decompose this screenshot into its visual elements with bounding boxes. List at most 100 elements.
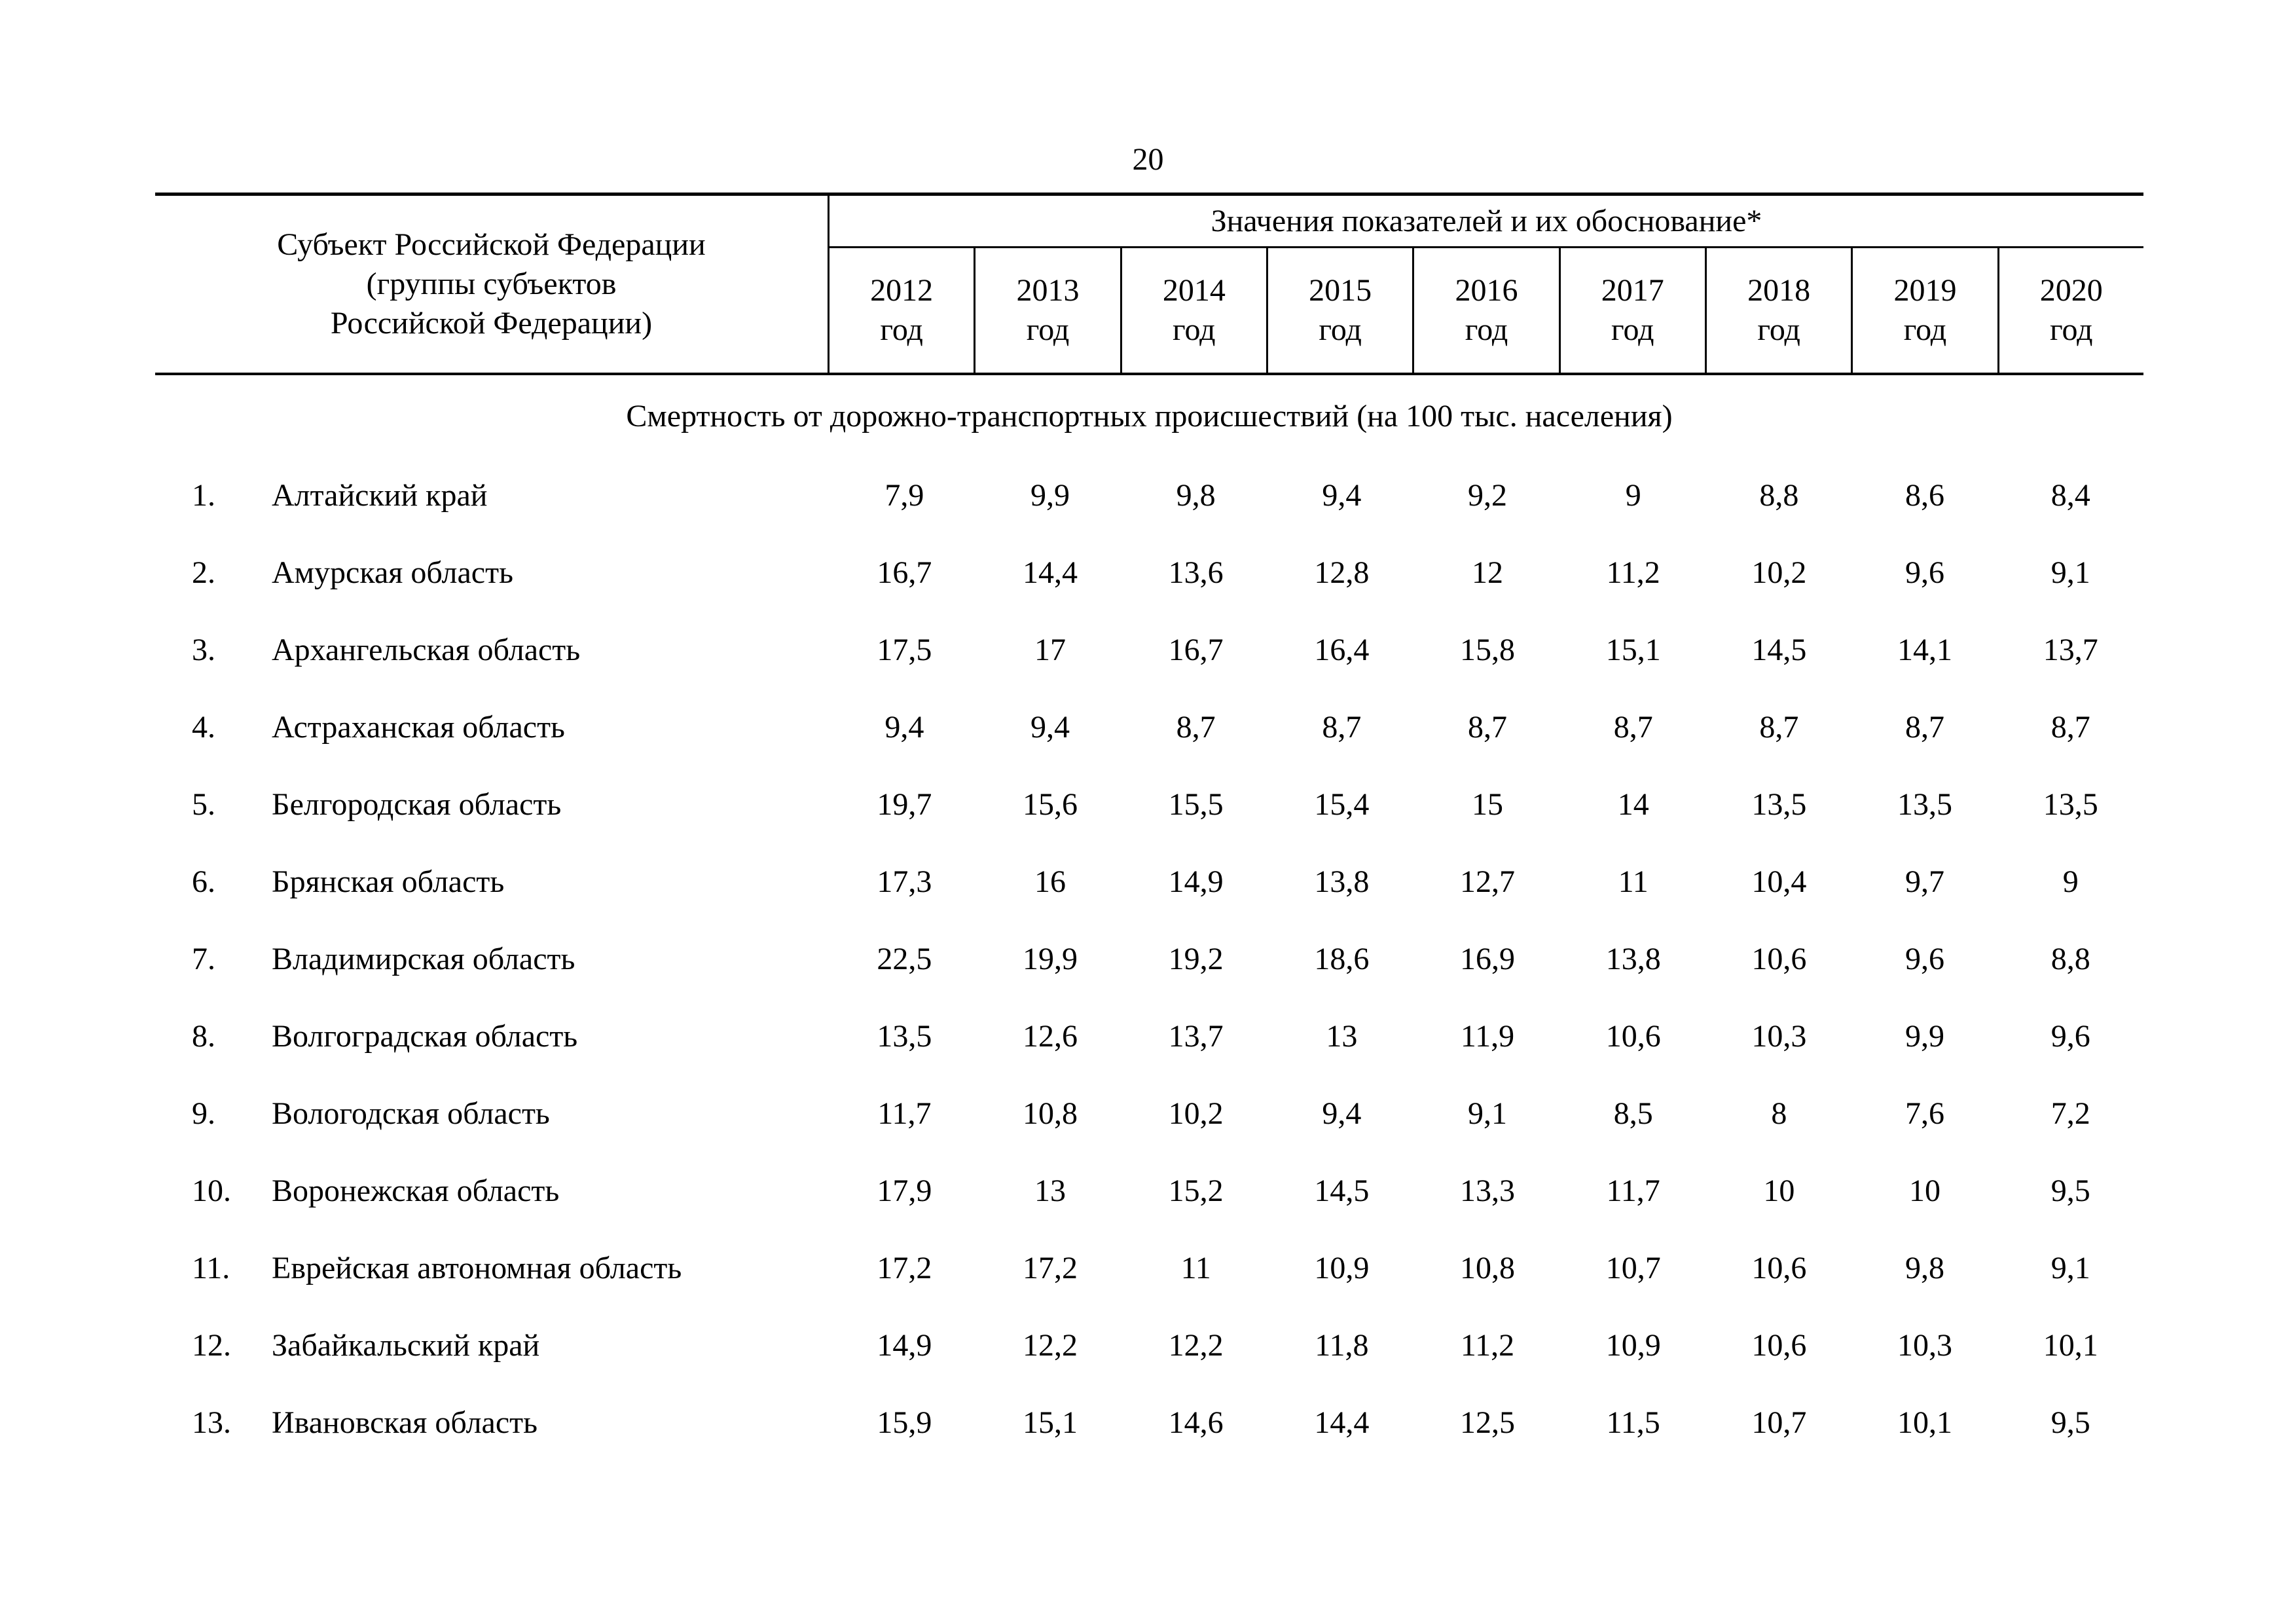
table-row: 9. Вологодская область 11,7 10,8 10,2 9,… bbox=[155, 1075, 2143, 1152]
year-value-label: 2017 bbox=[1601, 273, 1664, 308]
value-cell: 18,6 bbox=[1314, 941, 1370, 976]
region-name: Белгородская область bbox=[272, 786, 562, 822]
year-column-header: 2013 год bbox=[975, 248, 1122, 373]
value-cell: 10,6 bbox=[1751, 1250, 1807, 1285]
row-number: 9. bbox=[192, 1096, 215, 1131]
region-cell: 1. Алтайский край bbox=[155, 477, 831, 513]
value-cell: 8 bbox=[1771, 1096, 1787, 1131]
value-cell: 13 bbox=[1034, 1173, 1066, 1208]
value-cell: 15,9 bbox=[877, 1405, 932, 1440]
value-cell: 14,9 bbox=[1168, 864, 1224, 899]
table-row: 11. Еврейская автономная область 17,2 17… bbox=[155, 1229, 2143, 1306]
value-cell: 10,6 bbox=[1751, 941, 1807, 976]
value-cell: 11,7 bbox=[877, 1096, 932, 1131]
year-column-header: 2012 год bbox=[829, 248, 976, 373]
value-cell: 15,8 bbox=[1460, 632, 1516, 667]
year-column-header: 2019 год bbox=[1853, 248, 1999, 373]
column-header-values: Значения показателей и их обоснование* bbox=[829, 196, 2143, 248]
value-cell: 11,5 bbox=[1606, 1405, 1660, 1440]
value-cell: 8,7 bbox=[1468, 709, 1508, 745]
year-unit-label: год bbox=[1319, 312, 1362, 347]
value-cell: 13,6 bbox=[1168, 555, 1224, 590]
value-cell: 8,8 bbox=[2050, 941, 2090, 976]
year-column-header: 2014 год bbox=[1122, 248, 1268, 373]
years-header-section: Значения показателей и их обоснование* 2… bbox=[829, 196, 2143, 373]
value-cell: 9,4 bbox=[1030, 709, 1070, 745]
page-number: 20 bbox=[1132, 142, 1164, 177]
value-cell: 10 bbox=[1763, 1173, 1795, 1208]
value-cell: 9,9 bbox=[1905, 1018, 1945, 1054]
row-number: 2. bbox=[192, 555, 215, 590]
value-cell: 10,3 bbox=[1751, 1018, 1807, 1054]
row-number: 3. bbox=[192, 632, 215, 667]
row-number: 4. bbox=[192, 709, 215, 745]
value-cell: 11,9 bbox=[1460, 1018, 1515, 1054]
table-row: 10. Воронежская область 17,9 13 15,2 14,… bbox=[155, 1152, 2143, 1229]
value-cell: 17,2 bbox=[877, 1250, 932, 1285]
value-cell: 15,6 bbox=[1023, 786, 1078, 822]
value-cell: 9,1 bbox=[1468, 1096, 1508, 1131]
value-cell: 10,8 bbox=[1023, 1096, 1078, 1131]
region-name: Алтайский край bbox=[272, 477, 488, 513]
value-cell: 17,2 bbox=[1023, 1250, 1078, 1285]
year-value-label: 2015 bbox=[1309, 273, 1372, 308]
table-row: 7. Владимирская область 22,5 19,9 19,2 1… bbox=[155, 920, 2143, 997]
value-cell: 9,5 bbox=[2050, 1405, 2090, 1440]
value-cell: 19,2 bbox=[1168, 941, 1224, 976]
region-cell: 13. Ивановская область bbox=[155, 1405, 831, 1441]
value-cell: 8,7 bbox=[1905, 709, 1945, 745]
value-cell: 10,1 bbox=[2043, 1327, 2098, 1363]
value-cell: 16,7 bbox=[877, 555, 932, 590]
region-name: Еврейская автономная область bbox=[272, 1250, 682, 1285]
value-cell: 9,4 bbox=[1322, 477, 1362, 513]
value-cell: 13 bbox=[1326, 1018, 1358, 1054]
value-cell: 7,9 bbox=[884, 477, 924, 513]
value-cell: 9,9 bbox=[1030, 477, 1070, 513]
region-cell: 6. Брянская область bbox=[155, 864, 831, 900]
value-cell: 13,8 bbox=[1314, 864, 1370, 899]
indicator-table: Субъект Российской Федерации (группы суб… bbox=[155, 193, 2143, 1461]
table-header: Субъект Российской Федерации (группы суб… bbox=[155, 193, 2143, 375]
value-cell: 14,5 bbox=[1751, 632, 1807, 667]
table-row: 5. Белгородская область 19,7 15,6 15,5 1… bbox=[155, 766, 2143, 843]
value-cell: 9,4 bbox=[1322, 1096, 1362, 1131]
year-value-label: 2020 bbox=[2039, 273, 2103, 308]
value-cell: 9,7 bbox=[1905, 864, 1945, 899]
region-name: Амурская область bbox=[272, 555, 513, 590]
value-cell: 11,8 bbox=[1315, 1327, 1369, 1363]
region-cell: 9. Вологодская область bbox=[155, 1096, 831, 1132]
region-cell: 7. Владимирская область bbox=[155, 941, 831, 977]
value-cell: 16,9 bbox=[1460, 941, 1516, 976]
section-title: Смертность от дорожно-транспортных проис… bbox=[626, 398, 1673, 434]
value-cell: 19,7 bbox=[877, 786, 932, 822]
region-name: Волгоградская область bbox=[272, 1018, 578, 1054]
table-row: 4. Астраханская область 9,4 9,4 8,7 8,7 … bbox=[155, 688, 2143, 766]
row-number: 6. bbox=[192, 864, 215, 899]
value-cell: 17,3 bbox=[877, 864, 932, 899]
region-cell: 11. Еврейская автономная область bbox=[155, 1250, 831, 1286]
value-cell: 8,4 bbox=[2050, 477, 2090, 513]
row-number: 13. bbox=[192, 1405, 231, 1440]
value-cell: 14,4 bbox=[1314, 1405, 1370, 1440]
year-column-header: 2017 год bbox=[1561, 248, 1707, 373]
value-cell: 12,2 bbox=[1023, 1327, 1078, 1363]
value-cell: 9,6 bbox=[1905, 555, 1945, 590]
table-row: 6. Брянская область 17,3 16 14,9 13,8 12… bbox=[155, 843, 2143, 920]
value-cell: 10,9 bbox=[1605, 1327, 1661, 1363]
region-cell: 5. Белгородская область bbox=[155, 786, 831, 822]
region-cell: 4. Астраханская область bbox=[155, 709, 831, 745]
value-cell: 10,8 bbox=[1460, 1250, 1516, 1285]
value-cell: 16 bbox=[1034, 864, 1066, 899]
value-cell: 9 bbox=[1625, 477, 1641, 513]
value-cell: 10,1 bbox=[1897, 1405, 1953, 1440]
value-cell: 15,2 bbox=[1168, 1173, 1224, 1208]
table-body: 1. Алтайский край 7,9 9,9 9,8 9,4 9,2 9 … bbox=[155, 456, 2143, 1461]
region-name: Ивановская область bbox=[272, 1405, 538, 1440]
value-cell: 9,8 bbox=[1176, 477, 1216, 513]
value-cell: 9 bbox=[2062, 864, 2079, 899]
year-unit-label: год bbox=[1026, 312, 1070, 347]
subject-header-line: (группы субъектов bbox=[366, 267, 617, 301]
value-cell: 17,9 bbox=[877, 1173, 932, 1208]
region-cell: 2. Амурская область bbox=[155, 555, 831, 591]
year-value-label: 2014 bbox=[1162, 273, 1226, 308]
